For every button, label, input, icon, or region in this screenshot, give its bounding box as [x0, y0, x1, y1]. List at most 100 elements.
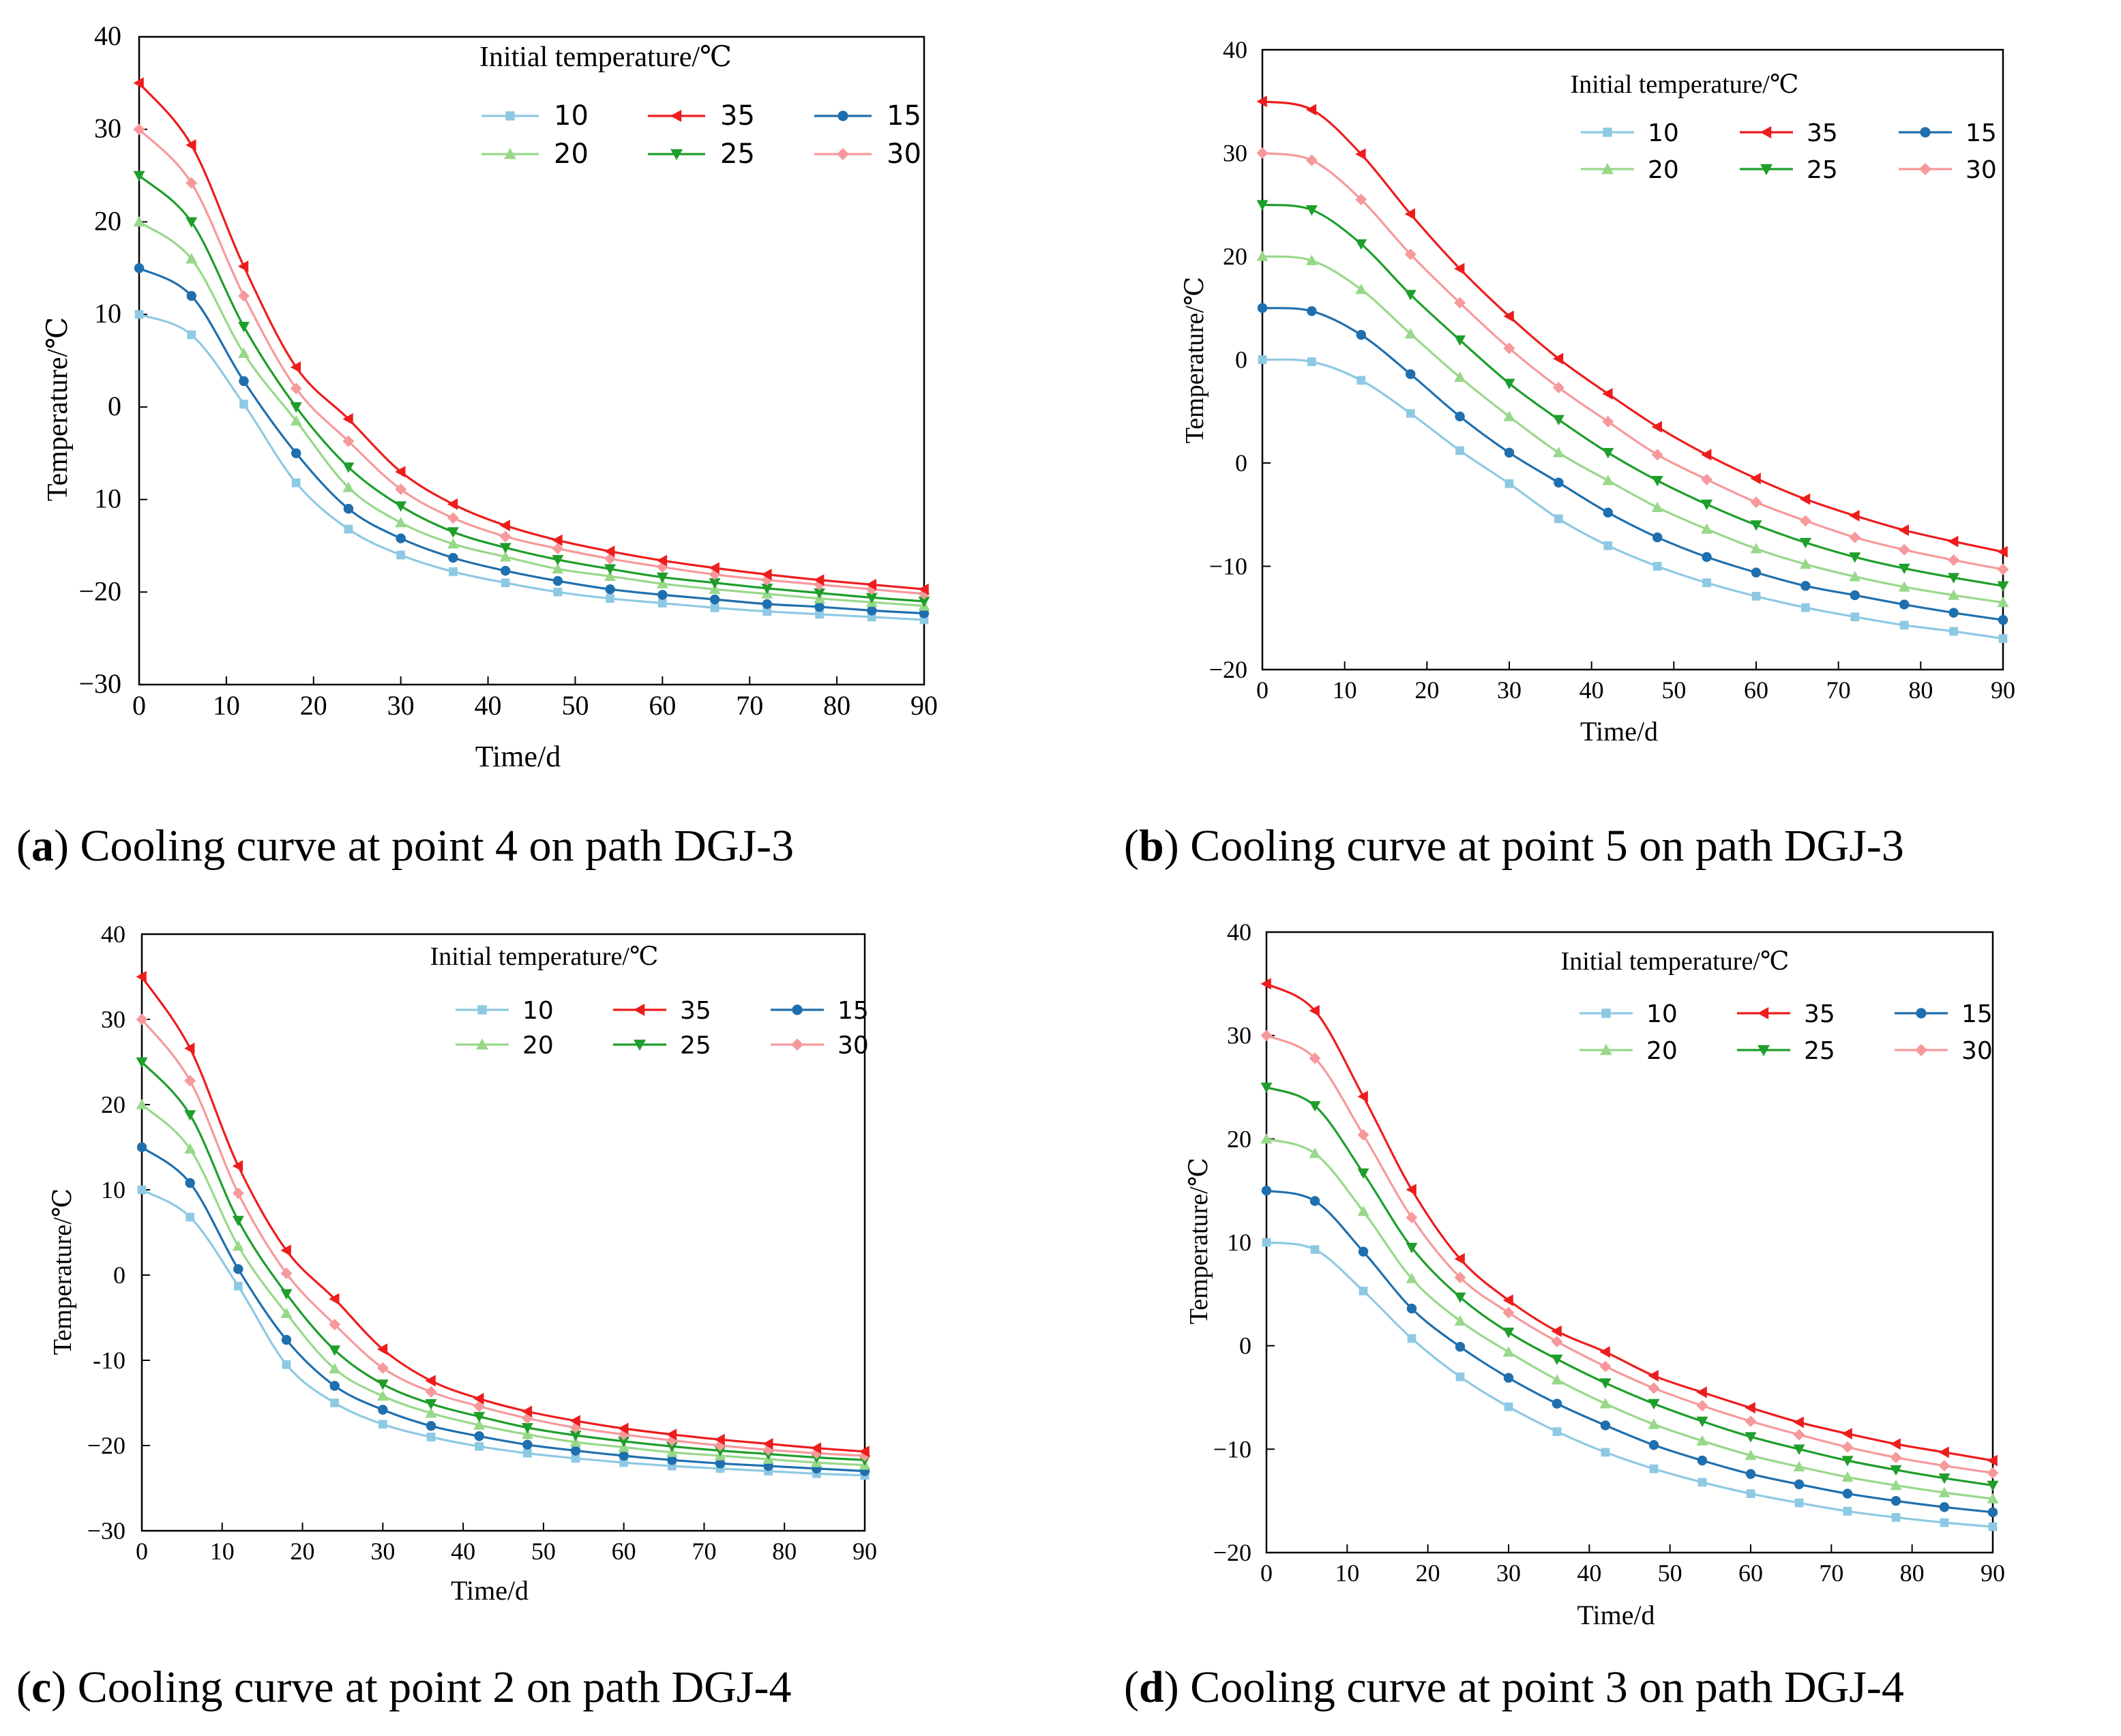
data-point-10: [1310, 1245, 1320, 1254]
y-tick-label: 0: [113, 1261, 125, 1289]
data-point-35: [1745, 1402, 1755, 1414]
data-point-10: [1751, 592, 1761, 601]
y-tick-label: −10: [1213, 1435, 1251, 1463]
data-point-20: [1357, 1206, 1369, 1216]
y-tick-label: −20: [1209, 656, 1247, 683]
x-axis-label: Time/d: [475, 740, 561, 773]
legend-title: Initial temperature/℃: [1571, 70, 1799, 99]
legend-item-10: 10: [481, 100, 589, 132]
legend-label-30: 30: [887, 138, 921, 170]
data-point-30: [1404, 248, 1417, 260]
data-point-25: [1355, 239, 1367, 250]
data-point-10: [710, 603, 720, 612]
data-point-10: [1794, 1498, 1804, 1508]
data-point-15: [814, 601, 825, 612]
legend-item-15: 15: [814, 100, 921, 132]
legend-item-30: 30: [814, 138, 921, 170]
legend-marker-35: [634, 1004, 645, 1016]
data-point-20: [1849, 571, 1861, 582]
chart-caption: (b) Cooling curve at point 5 on path DGJ…: [1124, 821, 1904, 871]
data-point-15: [1504, 447, 1515, 458]
data-point-25: [618, 1436, 630, 1448]
caption-paren-open: (: [16, 821, 31, 871]
y-tick-label: −30: [87, 1517, 125, 1544]
data-point-20: [329, 1363, 341, 1374]
y-axis-label: Temperature/℃: [1185, 1158, 1213, 1325]
data-point-20: [290, 415, 302, 426]
data-point-10: [606, 594, 614, 603]
chart-caption: (c) Cooling curve at point 2 on path DGJ…: [16, 1662, 791, 1712]
series-15: [1257, 303, 2008, 625]
legend-label-35: 35: [680, 997, 711, 1025]
data-point-25: [1305, 205, 1318, 216]
data-point-10: [1407, 1334, 1417, 1343]
legend-title: Initial temperature/℃: [479, 42, 732, 73]
x-tick-label: 10: [213, 690, 240, 721]
y-tick-label: 40: [101, 921, 125, 948]
data-point-15: [1800, 581, 1811, 591]
legend-item-25: 25: [648, 138, 755, 170]
legend-marker-25: [1760, 164, 1773, 175]
data-point-35: [1256, 95, 1267, 108]
data-point-20: [473, 1419, 486, 1430]
data-point-25: [1357, 1168, 1369, 1179]
data-point-10: [1504, 479, 1514, 488]
data-point-30: [499, 530, 511, 543]
data-point-25: [1454, 335, 1466, 346]
y-tick-label: −30: [78, 668, 121, 699]
series-20: [136, 1098, 871, 1470]
data-point-10: [1940, 1518, 1949, 1527]
data-point-25: [1948, 573, 1960, 584]
data-point-10: [1359, 1286, 1368, 1296]
data-point-30: [395, 483, 407, 496]
x-tick-label: 30: [387, 690, 415, 721]
legend-item-35: 35: [613, 997, 711, 1025]
data-point-30: [552, 543, 564, 554]
data-point-25: [1750, 520, 1762, 531]
x-tick-label: 60: [649, 690, 676, 721]
data-point-15: [396, 533, 406, 543]
data-point-35: [761, 569, 772, 580]
data-point-20: [184, 1143, 196, 1154]
data-point-30: [1357, 1128, 1369, 1141]
series-10: [137, 1185, 870, 1480]
data-point-30: [1651, 449, 1663, 461]
data-point-10: [1702, 578, 1711, 588]
data-point-15: [1899, 599, 1910, 610]
data-point-35: [1841, 1428, 1852, 1440]
x-tick-label: 0: [132, 690, 146, 721]
data-point-15: [1600, 1420, 1611, 1431]
data-point-15: [1948, 608, 1959, 618]
data-point-20: [1551, 1374, 1563, 1385]
x-tick-label: 40: [1577, 1559, 1601, 1587]
legend-label-30: 30: [1961, 1037, 1993, 1065]
data-point-25: [133, 170, 145, 182]
data-point-15: [1257, 303, 1268, 313]
data-point-35: [1648, 1370, 1659, 1382]
data-point-20: [656, 578, 668, 588]
data-point-10: [1455, 446, 1464, 455]
data-point-10: [1406, 408, 1415, 418]
data-point-20: [1404, 328, 1417, 339]
data-point-10: [1603, 541, 1613, 550]
legend-item-35: 35: [1740, 119, 1838, 147]
data-point-15: [1987, 1507, 1998, 1518]
data-point-25: [918, 597, 930, 608]
legend-marker-20: [504, 148, 516, 160]
y-tick-label: 30: [1227, 1022, 1251, 1049]
data-point-35: [1997, 545, 2008, 558]
data-point-35: [1849, 509, 1860, 522]
data-point-30: [1648, 1382, 1660, 1394]
data-point-20: [1648, 1418, 1660, 1429]
data-point-35: [1793, 1416, 1804, 1428]
data-point-30: [376, 1362, 389, 1374]
data-point-30: [1454, 1272, 1466, 1284]
data-point-30: [1701, 473, 1713, 485]
data-point-35: [1750, 473, 1761, 485]
data-point-30: [1503, 342, 1515, 355]
data-point-10: [762, 607, 772, 616]
data-point-20: [280, 1307, 293, 1319]
y-tick-label: 0: [1239, 1332, 1251, 1360]
caption-letter: a: [31, 821, 54, 871]
legend-label-35: 35: [1807, 119, 1838, 147]
